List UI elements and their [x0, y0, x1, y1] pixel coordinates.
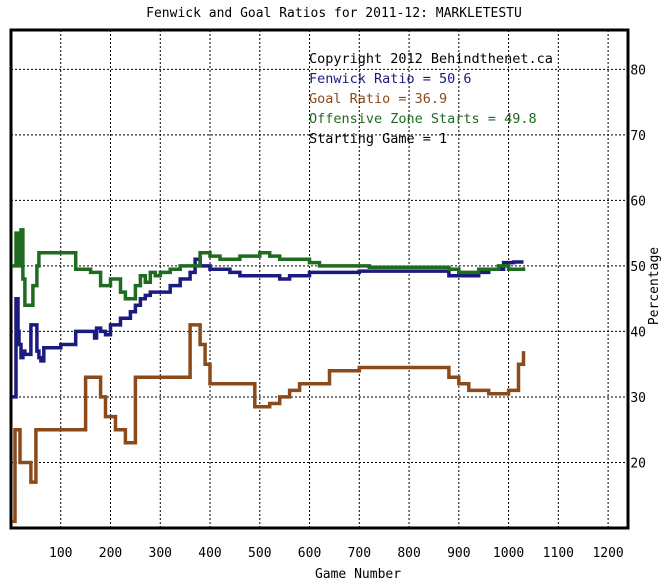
- y-tick-label: 40: [630, 325, 646, 340]
- annotation-line: Offensive Zone Starts = 49.8: [309, 111, 537, 127]
- annotation-line: Fenwick Ratio = 50.6: [309, 71, 472, 87]
- annotation-line: Starting Game = 1: [309, 131, 447, 147]
- x-tick-label: 200: [99, 546, 122, 561]
- y-tick-label: 30: [630, 391, 646, 406]
- x-axis-label: Game Number: [315, 567, 401, 580]
- x-axis-ticks: 100 200 300 400 500 600 700 800 900 1000 1100 1200: [49, 546, 624, 561]
- y-tick-label: 80: [630, 63, 646, 78]
- series-line: [12, 228, 526, 307]
- series-line: [12, 323, 526, 524]
- grid-lines: [11, 30, 628, 528]
- x-tick-label: 100: [49, 546, 72, 561]
- x-tick-label: 700: [348, 546, 371, 561]
- annotation-block: Copyright 2012 Behindthenet.ca Fenwick Ra…: [309, 51, 553, 147]
- x-tick-label: 1100: [543, 546, 574, 561]
- x-tick-label: 1000: [493, 546, 524, 561]
- x-tick-label: 800: [397, 546, 420, 561]
- x-tick-label: 600: [298, 546, 321, 561]
- chart-title: Fenwick and Goal Ratios for 2011-12: MAR…: [146, 6, 522, 21]
- x-tick-label: 300: [149, 546, 172, 561]
- y-axis-ticks: 20 30 40 50 60 70 80: [630, 63, 646, 471]
- x-tick-label: 500: [248, 546, 271, 561]
- x-tick-label: 400: [198, 546, 221, 561]
- x-tick-label: 900: [447, 546, 470, 561]
- annotation-line: Goal Ratio = 36.9: [309, 91, 447, 107]
- y-axis-label: Percentage: [647, 247, 662, 325]
- y-tick-label: 60: [630, 194, 646, 209]
- series-line: [12, 257, 524, 399]
- y-tick-label: 20: [630, 456, 646, 471]
- annotation-line: Copyright 2012 Behindthenet.ca: [309, 51, 553, 67]
- y-tick-label: 70: [630, 129, 646, 144]
- series-lines: [12, 228, 526, 524]
- y-tick-label: 50: [630, 260, 646, 275]
- x-tick-label: 1200: [592, 546, 623, 561]
